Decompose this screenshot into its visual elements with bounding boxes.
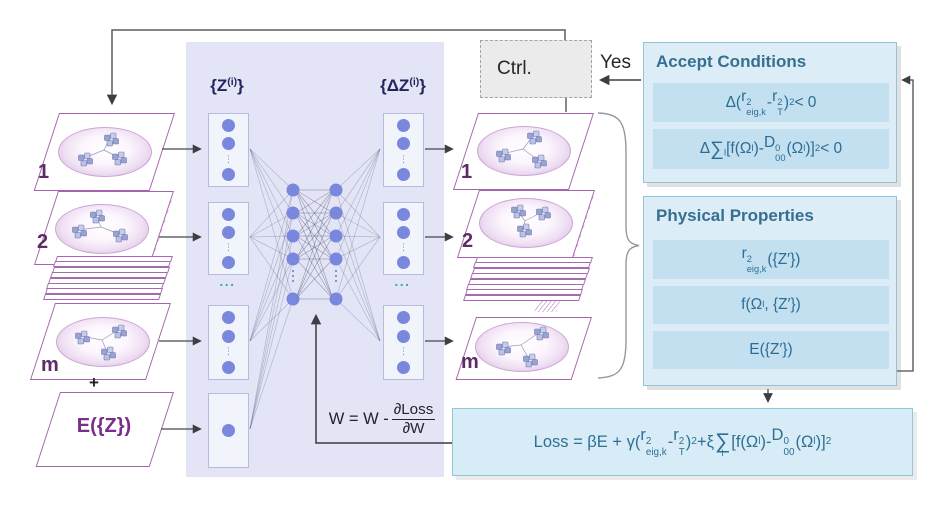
output-vector-box: ⋮ [383,305,424,380]
energy-input-label: E({Z}) [76,415,132,437]
input-vector-box: ⋮ [208,202,249,275]
output-vector-box: ⋮ [383,202,424,275]
accept-condition-1: Δ(r 2 eig,k - r 2 T) 2 < 0 [653,83,889,122]
output-stack-label-1: 1 [461,161,473,183]
yes-label: Yes [600,52,631,73]
molecule-ellipse [56,317,150,367]
controller-label: Ctrl. [497,58,532,79]
controller-box: Ctrl. [480,40,592,98]
input-vector-box: ⋮ [208,113,249,187]
property-r-eig: r 2 eig,k ({Z′}) [653,240,889,279]
accept-condition-2: Δ ∑l [f(Ω l)- D 0 00 (Ω l)] 2 < 0 [653,129,889,169]
output-vector-box: ⋮ [383,113,424,187]
input-ellipsis: ... [219,273,236,289]
molecule-ellipse [55,204,149,254]
latent-output-label: {ΔZ(i)} [380,76,426,95]
input-stack-label-2: 2 [37,231,49,253]
output-stack-label-m: m [461,351,479,373]
property-f-omega: f(Ω l, {Z′}) [653,286,889,324]
input-vector-box: ⋮ [208,305,249,380]
output-brace [597,112,640,379]
accept-conditions-panel: Accept Conditions Δ(r 2 eig,k - r 2 T) 2 < 0 Δ ∑… [643,42,897,183]
molecule-ellipse [475,322,569,372]
physical-properties-title: Physical Properties [656,206,814,225]
output-ellipsis: ... [394,273,411,289]
molecule-ellipse [479,198,573,248]
physical-properties-panel: Physical Properties r 2 eig,k ({Z′}) f(Ω l, … [643,196,897,386]
weight-update-formula: W = W - ∂Loss ∂W [328,401,436,437]
input-stack-label-m: m [41,354,59,376]
property-energy: E({Z′}) [653,331,889,369]
stack-sheet [462,294,581,301]
output-stack-label-2: 2 [462,230,474,252]
latent-input-label: {Z(i)} [210,76,244,95]
loss-function-box: Loss = βE + γ(r 2 eig,k - r 2 T) 2 +ξ ∑ l [f(Ω l)- D 0… [452,408,913,476]
input-stack-label-1: 1 [38,161,50,183]
stack-sheet [42,293,161,300]
input-vector-box [208,393,249,468]
plus-sign: + [89,373,99,392]
molecule-ellipse [477,126,571,176]
accept-conditions-title: Accept Conditions [656,52,807,71]
molecule-ellipse [58,127,152,177]
